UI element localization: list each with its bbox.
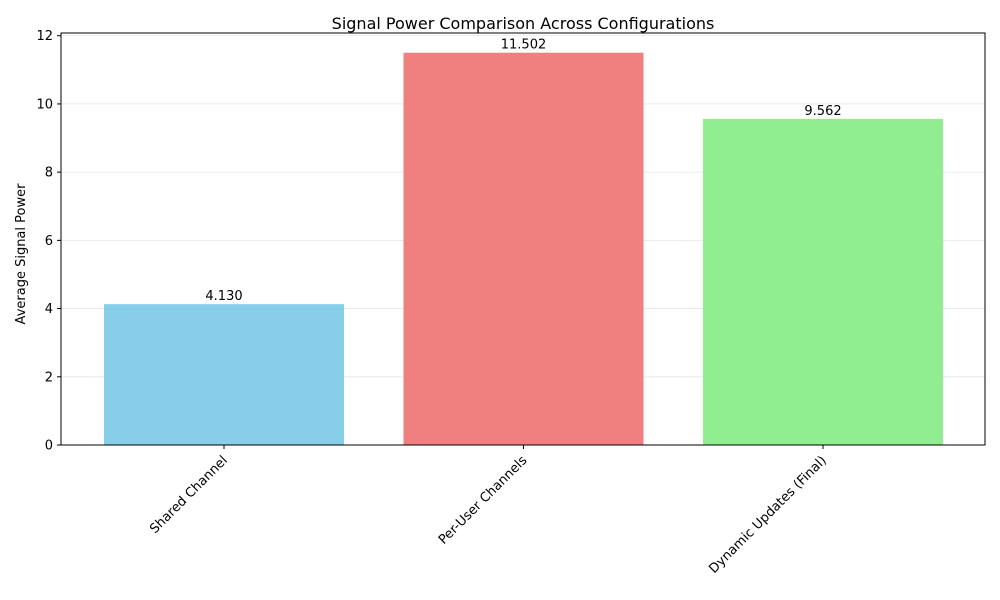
y-tick-label: 6	[45, 234, 53, 249]
y-tick-label: 8	[45, 166, 53, 181]
bars	[104, 52, 943, 445]
chart-title: Signal Power Comparison Across Configura…	[332, 14, 715, 33]
y-axis-label: Average Signal Power	[14, 183, 29, 325]
bar	[403, 52, 644, 445]
value-labels: 4.130 11.502 9.562	[205, 38, 841, 304]
bar-value-label: 9.562	[804, 104, 841, 119]
y-tick-label: 10	[36, 97, 53, 112]
bar-value-label: 11.502	[501, 38, 547, 53]
bar	[703, 118, 943, 445]
y-tick-label: 2	[45, 370, 53, 385]
y-ticks: 0 2 4 6 8 10 12	[36, 29, 61, 454]
y-tick-label: 12	[36, 29, 53, 44]
y-tick-label: 4	[45, 302, 53, 317]
bar-value-label: 4.130	[205, 289, 242, 304]
bar	[104, 304, 344, 445]
y-tick-label: 0	[45, 439, 53, 454]
